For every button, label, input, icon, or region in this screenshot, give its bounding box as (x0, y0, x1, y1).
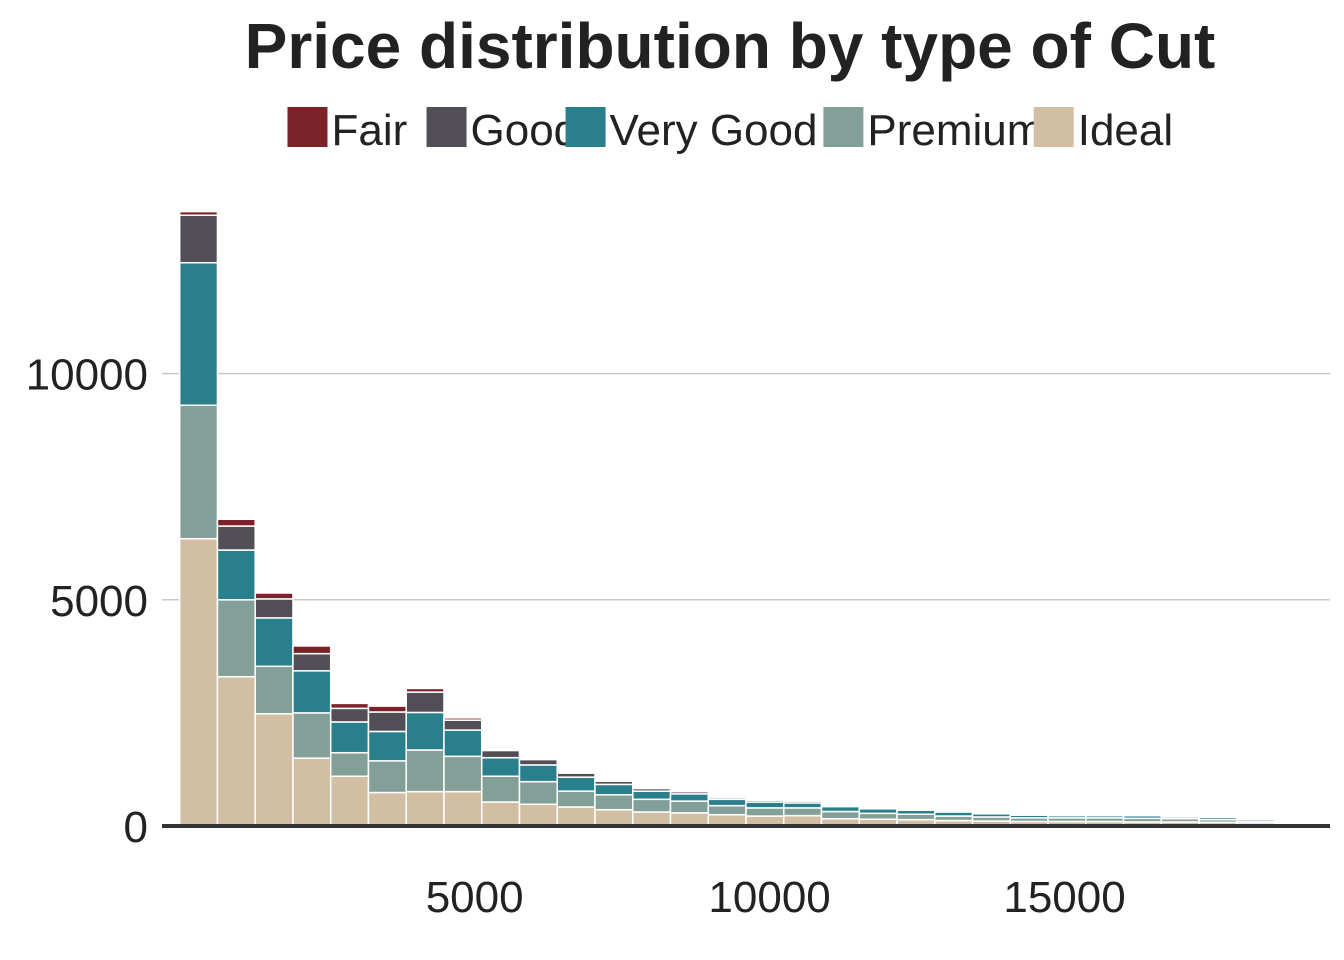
bar-fair-bin-3 (292, 645, 332, 655)
bar-ideal-bin-4 (329, 775, 370, 827)
x-tick-label: 5000 (426, 873, 524, 922)
bar-fair-bin-11 (594, 779, 634, 782)
bar-fair-bin-13 (669, 789, 709, 793)
bar-very-good-bin-8 (480, 756, 521, 777)
legend-swatch-good (426, 107, 467, 147)
bar-premium-bin-19 (896, 813, 936, 821)
bar-very-good-bin-13 (669, 793, 709, 802)
bar-premium-bin-2 (254, 665, 294, 715)
bar-very-good-bin-4 (329, 721, 370, 754)
y-axis-ticks: 0 5000 10000 (26, 351, 148, 852)
bar-premium-bin-9 (518, 780, 558, 806)
bar-premium-bin-14 (707, 804, 747, 816)
bar-premium-bin-16 (783, 807, 823, 817)
bar-ideal-bin-11 (594, 808, 634, 827)
bar-good-bin-7 (443, 719, 483, 731)
bar-very-good-bin-9 (518, 764, 558, 783)
bar-very-good-bin-1 (216, 549, 256, 601)
bar-premium-bin-5 (367, 760, 407, 794)
legend-swatch-fair (287, 107, 328, 147)
bar-very-good-bin-14 (707, 798, 747, 807)
bar-premium-bin-6 (405, 749, 445, 793)
x-tick-label: 10000 (708, 873, 830, 922)
x-tick-label: 15000 (1003, 873, 1125, 922)
bar-premium-bin-15 (745, 807, 785, 817)
x-axis-ticks: 5000 10000 15000 (426, 873, 1126, 922)
bar-very-good-bin-11 (594, 783, 634, 796)
bar-premium-bin-10 (556, 790, 596, 808)
bar-very-good-bin-15 (745, 801, 785, 809)
bar-very-good-bin-5 (367, 730, 407, 762)
bar-very-good-bin-10 (556, 776, 596, 792)
bar-ideal-bin-8 (480, 801, 521, 827)
bar-ideal-bin-3 (292, 757, 332, 827)
bar-premium-bin-12 (631, 798, 672, 813)
bar-fair-bin-7 (443, 717, 483, 721)
bar-ideal-bin-10 (556, 806, 596, 827)
bar-premium-bin-13 (669, 800, 709, 814)
bar-very-good-bin-3 (292, 670, 332, 714)
bar-good-bin-0 (178, 214, 219, 264)
bar-ideal-bin-2 (254, 713, 294, 827)
bar-very-good-bin-7 (443, 729, 483, 758)
bar-premium-bin-1 (216, 599, 256, 678)
bar-good-bin-3 (292, 652, 332, 672)
bar-good-bin-2 (254, 598, 294, 619)
bar-fair-bin-0 (178, 210, 219, 216)
bar-premium-bin-3 (292, 712, 332, 759)
legend-label-fair: Fair (331, 106, 407, 155)
bar-premium-bin-11 (594, 794, 634, 811)
bar-premium-bin-0 (178, 404, 219, 540)
bar-fair-bin-2 (254, 592, 294, 600)
bar-good-bin-8 (480, 749, 521, 759)
bar-good-bin-4 (329, 707, 370, 723)
bar-ideal-bin-1 (216, 675, 256, 827)
bars (178, 210, 1314, 827)
bar-very-good-bin-12 (631, 790, 672, 801)
bar-very-good-bin-2 (254, 617, 294, 668)
bar-fair-bin-15 (745, 798, 785, 801)
bar-good-bin-6 (405, 691, 445, 714)
legend-label-premium: Premium (867, 106, 1043, 155)
bar-very-good-bin-0 (178, 261, 219, 407)
bar-ideal-bin-9 (518, 803, 558, 827)
legend: Fair Good Very Good Premium Ideal (287, 106, 1173, 155)
bar-very-good-bin-6 (405, 711, 445, 751)
bar-premium-bin-4 (329, 751, 370, 777)
legend-label-ideal: Ideal (1078, 106, 1173, 155)
bar-good-bin-5 (367, 711, 407, 733)
bar-fair-bin-5 (367, 705, 407, 713)
y-tick-label: 5000 (50, 577, 148, 626)
bar-fair-bin-10 (556, 771, 596, 774)
legend-swatch-ideal (1033, 107, 1074, 147)
bar-fair-bin-1 (216, 518, 256, 527)
legend-label-good: Good (471, 106, 579, 155)
bar-premium-bin-18 (858, 812, 898, 820)
bar-ideal-bin-7 (443, 790, 483, 827)
bar-premium-bin-7 (443, 755, 483, 793)
bar-fair-bin-14 (707, 795, 747, 799)
bar-ideal-bin-6 (405, 790, 445, 827)
bar-ideal-bin-5 (367, 791, 407, 827)
legend-swatch-premium (823, 107, 864, 147)
y-tick-label: 10000 (26, 351, 148, 400)
bar-fair-bin-6 (405, 687, 445, 693)
bar-good-bin-1 (216, 525, 256, 551)
bar-premium-bin-17 (820, 810, 861, 820)
bar-fair-bin-4 (329, 702, 370, 710)
gridlines (162, 372, 1330, 601)
bar-fair-bin-9 (518, 757, 558, 761)
bar-premium-bin-8 (480, 775, 521, 803)
bar-good-bin-9 (518, 758, 558, 766)
bar-fair-bin-12 (631, 786, 672, 790)
bar-fair-bin-8 (480, 748, 521, 752)
legend-label-very-good: Very Good (610, 106, 818, 155)
bar-ideal-bin-0 (178, 537, 219, 827)
y-tick-label: 0 (124, 803, 148, 852)
bar-ideal-bin-12 (631, 811, 672, 827)
chart-title: Price distribution by type of Cut (245, 10, 1216, 82)
legend-swatch-very-good (565, 107, 606, 147)
